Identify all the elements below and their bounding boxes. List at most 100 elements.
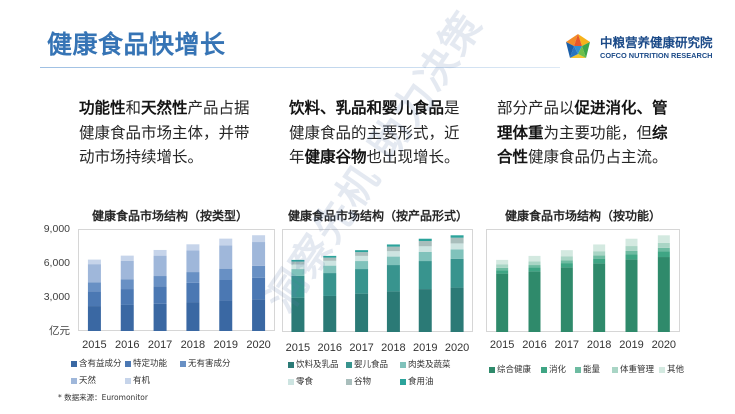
insight-line: 健康食品的主要形式，近 (289, 121, 460, 146)
bar-segment (657, 235, 670, 243)
chart-title: 健康食品市场结构（按类型） (92, 208, 248, 223)
legend-swatch (346, 362, 352, 368)
insight-text: 是 (444, 99, 460, 117)
bar-segment (323, 295, 337, 332)
legend-label: 有机 (133, 375, 151, 386)
x-tick-label: 2015 (82, 339, 106, 351)
bar-segment (657, 251, 670, 258)
chart-title: 健康食品市场结构（按产品形式） (288, 208, 468, 223)
bar-segment (323, 257, 337, 261)
bar-segment (386, 291, 400, 332)
bar-segment (355, 255, 369, 262)
bar-segment (252, 277, 266, 300)
legend-swatch (125, 361, 131, 367)
insight-text: 年 (289, 148, 305, 166)
bar-segment (355, 250, 369, 253)
legend-swatch (400, 379, 406, 385)
bar-segment (219, 280, 233, 301)
insight-text: 健康食品仍占主流。 (528, 148, 668, 166)
bar-segment (186, 302, 200, 331)
slide-title: 健康食品快增长 (47, 30, 226, 59)
legend-label: 综合健康 (497, 364, 532, 375)
bar-segment (418, 238, 432, 242)
x-tick-label: 2018 (181, 339, 205, 351)
bar-segment (450, 237, 464, 244)
bar-segment (657, 257, 670, 332)
bar-segment (186, 282, 200, 303)
insight-emphasis: 健康谷物 (304, 148, 367, 166)
bar-segment (291, 297, 305, 332)
bar-segment (560, 260, 573, 264)
x-tick-label: 2018 (587, 339, 611, 351)
legend-swatch (71, 378, 77, 384)
legend-label: 肉类及蔬菜 (408, 359, 451, 370)
bar-segment (153, 276, 167, 287)
bar-segment (418, 261, 432, 290)
x-tick-label: 2019 (214, 339, 238, 351)
legend-swatch (612, 367, 618, 373)
insight-line: 饮料、乳品和婴儿食品是 (289, 96, 460, 121)
plot-area-frame (78, 229, 275, 331)
insight-text: 产品占据 (187, 99, 250, 117)
bar-segment (252, 299, 266, 331)
bar-segment (593, 255, 606, 259)
bar-segment (496, 270, 509, 274)
legend-swatch (489, 367, 495, 373)
brand-logo: 中粮营养健康研究院 COFCO NUTRITION RESEARCH (564, 33, 724, 67)
logo-name-en: COFCO NUTRITION RESEARCH (600, 51, 713, 60)
cofco-gem-logo-icon (566, 34, 590, 58)
insight-emphasis: 天然性 (141, 99, 188, 117)
insight-text: 健康食品的主要形式，近 (289, 123, 460, 142)
insight-by-function: 部分产品以促进消化、管 理体重为主要功能，但综 合性健康食品仍占主流。 (497, 96, 668, 170)
title-rule (40, 67, 560, 68)
bar-segment (355, 252, 369, 256)
bar-segment (418, 252, 432, 262)
bar-segment (219, 245, 233, 269)
bar-segment (450, 249, 464, 259)
x-tick-label: 2019 (619, 339, 643, 351)
y-tick-label: 9,000 (44, 223, 70, 235)
bar-segment (87, 264, 101, 283)
bar-segment (153, 255, 167, 277)
source-note: * 数据来源：Euromonitor (58, 393, 148, 402)
bar-segment (323, 255, 337, 258)
x-tick-label: 2020 (652, 339, 676, 351)
y-tick-label: 3,000 (44, 291, 70, 303)
bar-segment (593, 244, 606, 252)
bar-segment (87, 306, 101, 331)
insight-line: 部分产品以促进消化、管 (497, 96, 668, 121)
insight-text: 部分产品以 (497, 99, 575, 117)
x-tick-label: 2017 (148, 339, 172, 351)
bar-segment (386, 256, 400, 266)
legend-label: 其他 (667, 364, 685, 375)
legend-swatch (659, 367, 665, 373)
bar-segment (186, 272, 200, 283)
insight-emphasis: 合性 (497, 148, 529, 166)
bar-segment (657, 247, 670, 252)
bar-segment (450, 287, 464, 332)
bar-segment (418, 289, 432, 332)
bar-segment (528, 267, 541, 272)
bar-segment (593, 251, 606, 256)
legend-label: 无有害成分 (188, 358, 231, 369)
bar-segment (186, 250, 200, 273)
bar-segment (418, 241, 432, 247)
bar-segment (450, 243, 464, 250)
bar-segment (593, 263, 606, 332)
insight-line: 功能性和天然性产品占据 (79, 96, 250, 121)
insight-line: 动市场持续增长。 (79, 145, 250, 170)
bar-segment (386, 251, 400, 257)
legend-swatch (400, 362, 406, 368)
bar-segment (418, 246, 432, 253)
y-tick-label: 6,000 (44, 257, 70, 269)
legend-swatch (575, 367, 581, 373)
bar-segment (528, 265, 541, 268)
bar-segment (252, 265, 266, 278)
legend-label: 天然 (79, 375, 97, 386)
x-tick-label: 2017 (555, 339, 579, 351)
bar-segment (219, 300, 233, 331)
bar-segment (219, 238, 233, 246)
bar-segment (560, 263, 573, 268)
bar-segment (528, 261, 541, 266)
bar-segment (252, 242, 266, 266)
